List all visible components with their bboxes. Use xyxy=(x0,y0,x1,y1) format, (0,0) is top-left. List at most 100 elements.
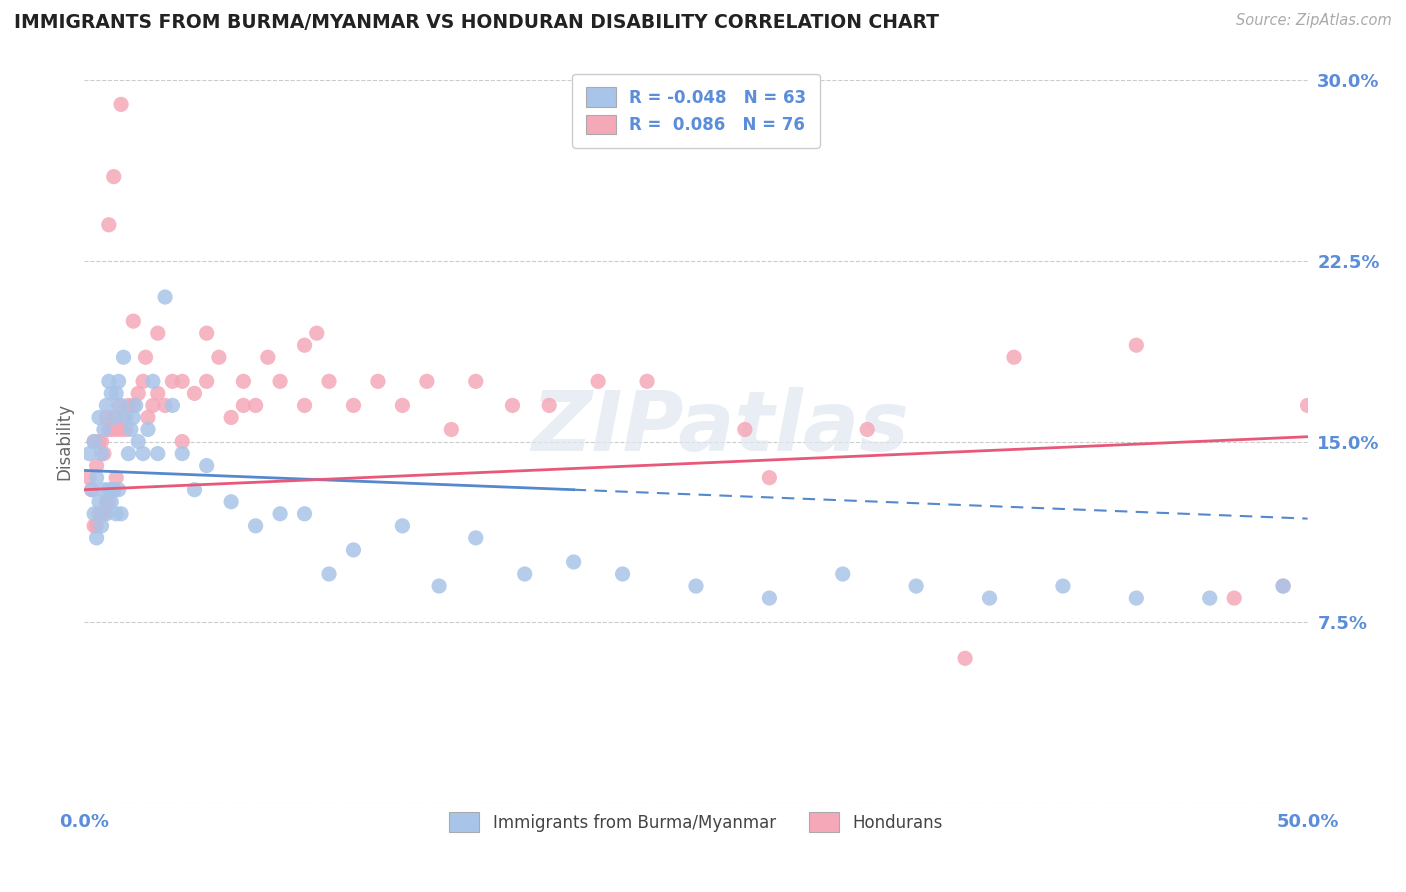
Point xyxy=(100,494,122,508)
Point xyxy=(538,398,561,412)
Point xyxy=(342,398,364,412)
Point xyxy=(122,410,145,425)
Point xyxy=(172,434,194,449)
Point xyxy=(122,314,145,328)
Point xyxy=(142,398,165,412)
Point xyxy=(97,422,120,436)
Point xyxy=(90,507,112,521)
Point xyxy=(117,446,139,460)
Point xyxy=(93,446,115,460)
Point xyxy=(464,531,486,545)
Point xyxy=(464,374,486,388)
Point xyxy=(162,398,184,412)
Point xyxy=(183,386,205,401)
Point xyxy=(96,507,118,521)
Point xyxy=(1272,579,1295,593)
Point xyxy=(219,410,242,425)
Point xyxy=(905,579,928,593)
Point xyxy=(172,374,194,388)
Point xyxy=(427,579,450,593)
Point xyxy=(183,483,205,497)
Point xyxy=(195,458,218,473)
Point xyxy=(96,494,118,508)
Point xyxy=(110,422,132,436)
Point xyxy=(685,579,707,593)
Point xyxy=(245,518,267,533)
Point xyxy=(80,483,103,497)
Point xyxy=(87,494,110,508)
Point xyxy=(103,169,125,184)
Point xyxy=(305,326,328,340)
Point xyxy=(112,410,135,425)
Point xyxy=(1272,579,1295,593)
Point xyxy=(1198,591,1220,605)
Point xyxy=(142,374,165,388)
Point xyxy=(146,326,169,340)
Point xyxy=(953,651,976,665)
Point xyxy=(100,483,122,497)
Point xyxy=(77,470,100,484)
Point xyxy=(208,350,231,364)
Point xyxy=(107,374,129,388)
Point xyxy=(136,410,159,425)
Point xyxy=(294,338,316,352)
Point xyxy=(1125,338,1147,352)
Point xyxy=(100,422,122,436)
Point xyxy=(146,446,169,460)
Legend: Immigrants from Burma/Myanmar, Hondurans: Immigrants from Burma/Myanmar, Hondurans xyxy=(436,799,956,845)
Point xyxy=(636,374,658,388)
Point xyxy=(93,483,115,497)
Point xyxy=(97,483,120,497)
Point xyxy=(245,398,267,412)
Point xyxy=(318,374,340,388)
Point xyxy=(107,483,129,497)
Point xyxy=(105,470,128,484)
Point xyxy=(83,518,105,533)
Point xyxy=(117,398,139,412)
Point xyxy=(342,542,364,557)
Point xyxy=(1125,591,1147,605)
Text: Source: ZipAtlas.com: Source: ZipAtlas.com xyxy=(1236,13,1392,29)
Point xyxy=(979,591,1001,605)
Point xyxy=(103,410,125,425)
Point xyxy=(86,518,108,533)
Point xyxy=(83,507,105,521)
Point xyxy=(115,410,138,425)
Point xyxy=(97,494,120,508)
Point xyxy=(172,446,194,460)
Point xyxy=(103,483,125,497)
Point xyxy=(80,483,103,497)
Point xyxy=(127,386,149,401)
Point xyxy=(90,434,112,449)
Point xyxy=(96,398,118,412)
Point xyxy=(294,507,316,521)
Point xyxy=(269,374,291,388)
Point xyxy=(1002,350,1025,364)
Point xyxy=(502,398,524,412)
Point xyxy=(96,410,118,425)
Point xyxy=(86,470,108,484)
Point xyxy=(110,97,132,112)
Point xyxy=(77,446,100,460)
Point xyxy=(86,531,108,545)
Point xyxy=(562,555,585,569)
Point xyxy=(586,374,609,388)
Point xyxy=(367,374,389,388)
Point xyxy=(97,374,120,388)
Point xyxy=(83,434,105,449)
Point xyxy=(90,446,112,460)
Point xyxy=(127,434,149,449)
Text: IMMIGRANTS FROM BURMA/MYANMAR VS HONDURAN DISABILITY CORRELATION CHART: IMMIGRANTS FROM BURMA/MYANMAR VS HONDURA… xyxy=(14,13,939,32)
Point xyxy=(103,483,125,497)
Point xyxy=(195,326,218,340)
Point xyxy=(120,422,142,436)
Point xyxy=(232,398,254,412)
Point xyxy=(110,507,132,521)
Point xyxy=(100,386,122,401)
Point xyxy=(110,398,132,412)
Point xyxy=(112,350,135,364)
Point xyxy=(1052,579,1074,593)
Point xyxy=(416,374,439,388)
Point xyxy=(195,374,218,388)
Point xyxy=(103,410,125,425)
